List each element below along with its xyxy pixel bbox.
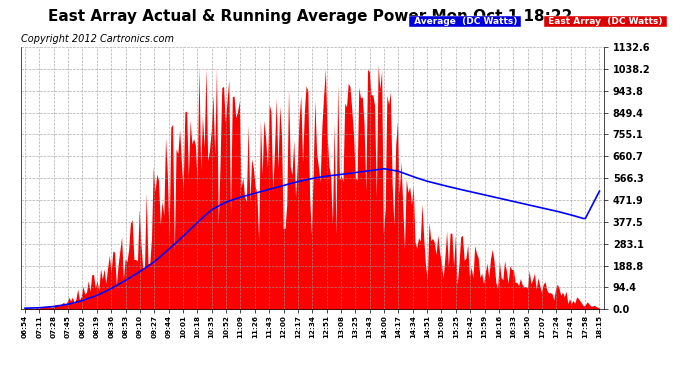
Text: Average  (DC Watts): Average (DC Watts) [411, 17, 520, 26]
Text: East Array Actual & Running Average Power Mon Oct 1 18:22: East Array Actual & Running Average Powe… [48, 9, 573, 24]
Text: East Array  (DC Watts): East Array (DC Watts) [545, 17, 666, 26]
Text: Copyright 2012 Cartronics.com: Copyright 2012 Cartronics.com [21, 34, 174, 44]
